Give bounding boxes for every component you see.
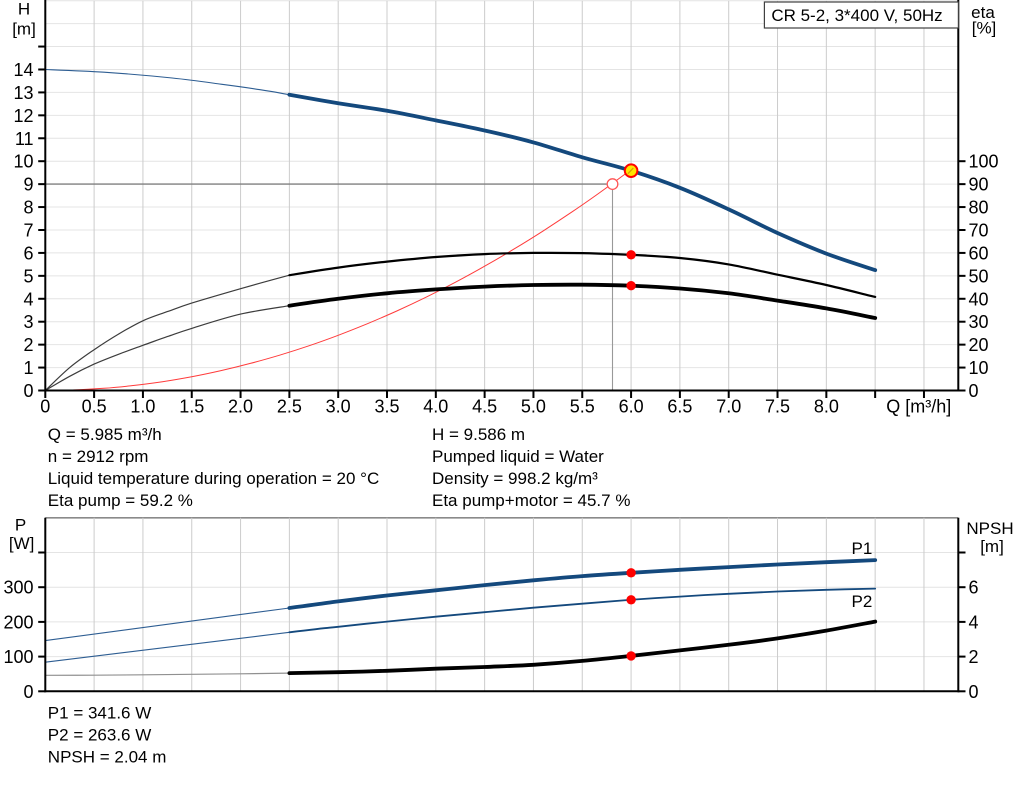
svg-text:Pumped liquid = Water: Pumped liquid = Water <box>432 447 604 466</box>
svg-text:90: 90 <box>969 175 989 195</box>
svg-text:6: 6 <box>23 243 33 263</box>
svg-text:20: 20 <box>969 335 989 355</box>
svg-text:4.5: 4.5 <box>472 397 497 417</box>
svg-text:NPSH: NPSH <box>966 519 1013 538</box>
svg-text:10: 10 <box>969 358 989 378</box>
svg-text:8.0: 8.0 <box>814 397 839 417</box>
svg-text:P: P <box>15 516 26 535</box>
svg-text:3: 3 <box>23 312 33 332</box>
svg-text:1.5: 1.5 <box>179 397 204 417</box>
svg-text:Density = 998.2 kg/m³: Density = 998.2 kg/m³ <box>432 469 598 488</box>
svg-text:5.0: 5.0 <box>521 397 546 417</box>
svg-text:NPSH = 2.04 m: NPSH = 2.04 m <box>48 748 167 767</box>
svg-text:5.5: 5.5 <box>570 397 595 417</box>
svg-text:5: 5 <box>23 266 33 286</box>
svg-text:100: 100 <box>3 647 33 667</box>
svg-text:0: 0 <box>40 397 50 417</box>
svg-text:30: 30 <box>969 312 989 332</box>
svg-text:7.5: 7.5 <box>765 397 790 417</box>
svg-text:10: 10 <box>13 152 33 172</box>
svg-text:300: 300 <box>3 578 33 598</box>
svg-text:0: 0 <box>969 381 979 401</box>
svg-text:P1: P1 <box>852 539 873 558</box>
svg-text:60: 60 <box>969 243 989 263</box>
svg-text:2: 2 <box>23 335 33 355</box>
svg-text:[m]: [m] <box>12 20 36 39</box>
svg-text:0: 0 <box>23 381 33 401</box>
svg-text:[m]: [m] <box>980 537 1004 556</box>
svg-text:6.0: 6.0 <box>619 397 644 417</box>
svg-text:eta: eta <box>971 3 995 22</box>
svg-text:P1 = 341.6 W: P1 = 341.6 W <box>48 704 151 723</box>
svg-text:Liquid temperature during oper: Liquid temperature during operation = 20… <box>48 469 379 488</box>
svg-text:[W]: [W] <box>9 534 35 553</box>
svg-text:CR 5-2, 3*400 V, 50Hz: CR 5-2, 3*400 V, 50Hz <box>771 6 942 25</box>
svg-text:3.0: 3.0 <box>326 397 351 417</box>
svg-text:9: 9 <box>23 175 33 195</box>
svg-text:4: 4 <box>969 612 979 632</box>
svg-text:11: 11 <box>15 129 34 149</box>
svg-text:50: 50 <box>969 266 989 286</box>
svg-text:1.0: 1.0 <box>130 397 155 417</box>
svg-text:3.5: 3.5 <box>374 397 399 417</box>
svg-text:H = 9.586 m: H = 9.586 m <box>432 425 525 444</box>
svg-text:0: 0 <box>23 682 33 702</box>
svg-text:8: 8 <box>23 198 33 218</box>
svg-text:12: 12 <box>13 106 33 126</box>
svg-text:4.0: 4.0 <box>423 397 448 417</box>
svg-text:2.5: 2.5 <box>277 397 302 417</box>
svg-text:1: 1 <box>23 358 33 378</box>
svg-text:n = 2912 rpm: n = 2912 rpm <box>48 447 149 466</box>
svg-text:200: 200 <box>3 612 33 632</box>
svg-text:2: 2 <box>969 647 979 667</box>
svg-text:70: 70 <box>969 221 989 241</box>
svg-text:P2 = 263.6 W: P2 = 263.6 W <box>48 726 151 745</box>
svg-text:Q = 5.985 m³/h: Q = 5.985 m³/h <box>48 425 162 444</box>
svg-text:Eta pump+motor = 45.7 %: Eta pump+motor = 45.7 % <box>432 491 630 510</box>
svg-text:14: 14 <box>13 60 33 80</box>
svg-text:7.0: 7.0 <box>716 397 741 417</box>
svg-text:2.0: 2.0 <box>228 397 253 417</box>
svg-text:6: 6 <box>969 578 979 598</box>
svg-text:Eta pump = 59.2 %: Eta pump = 59.2 % <box>48 491 193 510</box>
svg-text:0: 0 <box>969 682 979 702</box>
svg-text:6.5: 6.5 <box>667 397 692 417</box>
svg-text:100: 100 <box>969 152 999 172</box>
svg-text:[%]: [%] <box>972 19 997 38</box>
svg-text:0.5: 0.5 <box>82 397 107 417</box>
svg-text:H: H <box>18 0 30 19</box>
svg-text:4: 4 <box>23 289 33 309</box>
svg-text:13: 13 <box>13 83 33 103</box>
svg-text:7: 7 <box>23 221 33 241</box>
svg-text:Q [m³/h]: Q [m³/h] <box>886 397 951 417</box>
svg-text:P2: P2 <box>852 592 873 611</box>
svg-text:80: 80 <box>969 198 989 218</box>
svg-text:40: 40 <box>969 289 989 309</box>
